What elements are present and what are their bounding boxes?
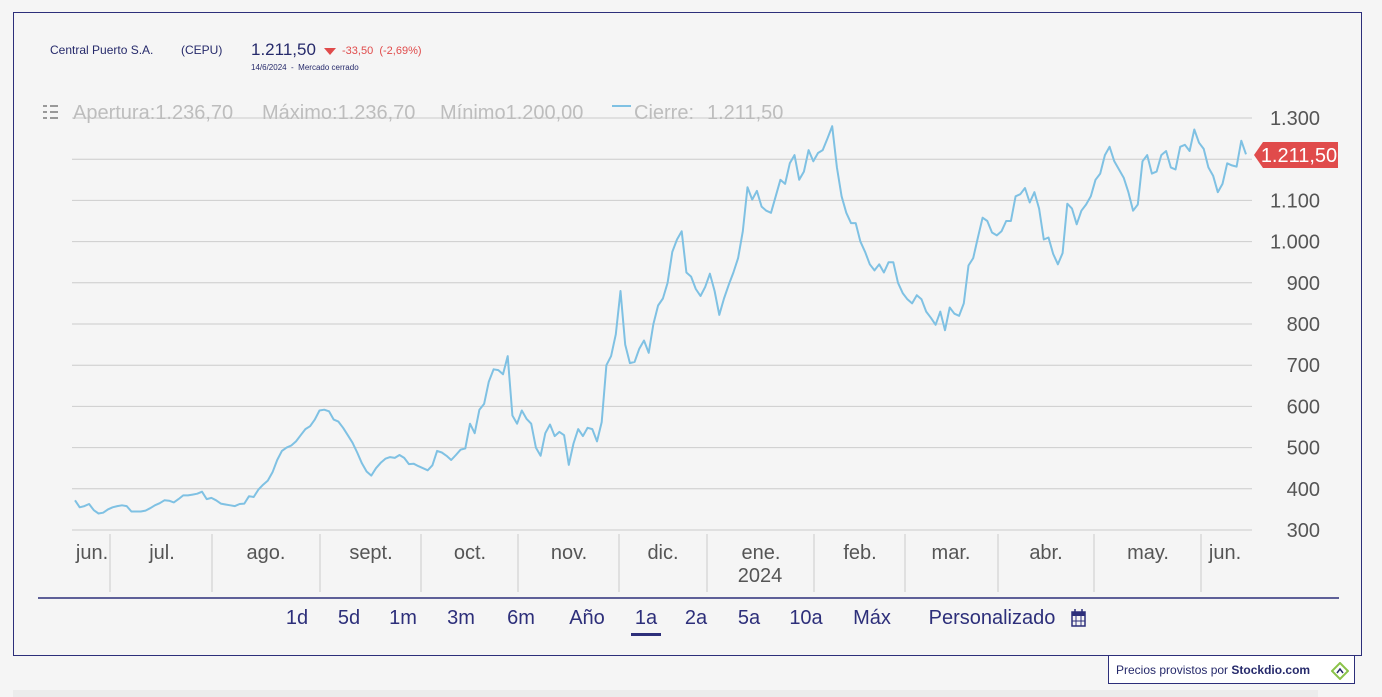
price-change: -33,50 (-2,69%) <box>324 45 422 57</box>
attribution-text: Precios provistos por Stockdio.com <box>1116 663 1310 677</box>
range-button[interactable]: 1d <box>286 607 308 629</box>
change-percent: (-2,69%) <box>379 45 422 57</box>
date-separator: - <box>291 63 294 72</box>
range-button[interactable]: 10a <box>789 607 823 629</box>
range-button[interactable]: 2a <box>685 607 708 629</box>
range-button[interactable]: Personalizado <box>929 607 1056 629</box>
stockdio-logo-icon <box>1331 662 1349 680</box>
market-status: Mercado cerrado <box>298 63 359 72</box>
range-button[interactable]: 1a <box>635 607 658 629</box>
ticker-symbol: (CEPU) <box>181 43 223 57</box>
attribution-label: Precios provistos por <box>1116 663 1229 677</box>
chart-card <box>13 12 1362 656</box>
quote-date: 14/6/2024 <box>251 63 287 72</box>
attribution-brand: Stockdio.com <box>1231 663 1311 677</box>
bottom-scroll-area <box>13 690 1318 697</box>
company-name: Central Puerto S.A. <box>50 43 154 57</box>
range-button[interactable]: 6m <box>507 607 535 629</box>
range-button[interactable]: 5a <box>738 607 761 629</box>
range-button[interactable]: 5d <box>338 607 360 629</box>
down-arrow-icon <box>324 47 336 55</box>
attribution[interactable]: Precios provistos por Stockdio.com <box>1108 655 1355 684</box>
range-button[interactable]: Máx <box>853 607 891 629</box>
last-price: 1.211,50 <box>251 40 316 59</box>
range-button[interactable]: 3m <box>447 607 475 629</box>
range-button[interactable]: 1m <box>389 607 417 629</box>
quote-date-line: 14/6/2024 - Mercado cerrado <box>251 63 359 72</box>
change-value: -33,50 <box>342 45 374 57</box>
range-button[interactable]: Año <box>569 607 605 629</box>
